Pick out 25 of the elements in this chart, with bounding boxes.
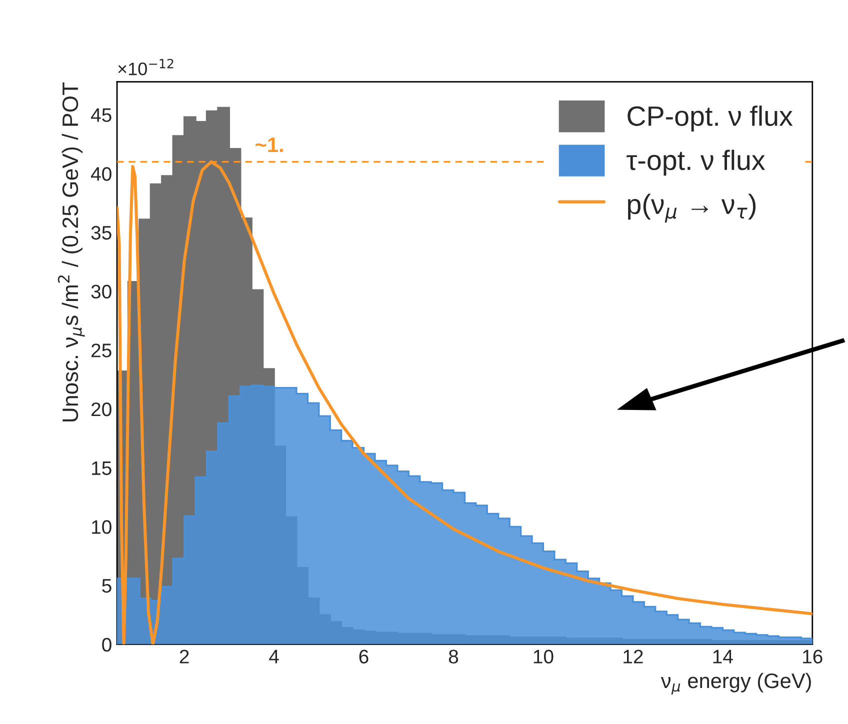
x-tick-label: 8: [448, 650, 458, 664]
legend-label: p(ν$_{μ}$ → ν$_{τ}$): [628, 194, 756, 222]
y-tick-label: 30: [91, 284, 112, 299]
y-tick-label: 10: [92, 520, 112, 534]
annotation: ~1.: [256, 138, 283, 152]
legend-label: τ-opt. ν flux: [626, 150, 766, 176]
y-tick-label: 15: [92, 461, 112, 476]
y-tick-label: 0: [102, 638, 112, 652]
y-tick-label: 40: [90, 167, 112, 181]
x-tick-label: 4: [269, 650, 279, 664]
x-tick-label: 12: [624, 650, 643, 664]
x-tick-label: 6: [359, 650, 368, 664]
y-tick-label: 35: [91, 226, 112, 240]
x-axis-title: ν$_{μ}$ energy (GeV): [660, 672, 811, 694]
x-tick-label: 10: [534, 650, 554, 664]
y-tick-label: 5: [102, 579, 112, 593]
legend-label: CP-opt. ν flux: [628, 106, 793, 132]
x-tick-label: 2: [180, 650, 189, 664]
y-axis-title: Unosc. ν$_{μ}$s /m$^{2}$ / (0.25 GeV) / POT: [58, 82, 85, 422]
y-tick-label: 25: [92, 344, 112, 358]
x-tick-label: 16: [803, 650, 822, 664]
x-tick-label: 14: [713, 650, 733, 664]
y-tick-label: 20: [92, 402, 112, 416]
text: ×10$^{−12}$: [118, 58, 174, 76]
y-tick-label: 45: [90, 108, 112, 122]
